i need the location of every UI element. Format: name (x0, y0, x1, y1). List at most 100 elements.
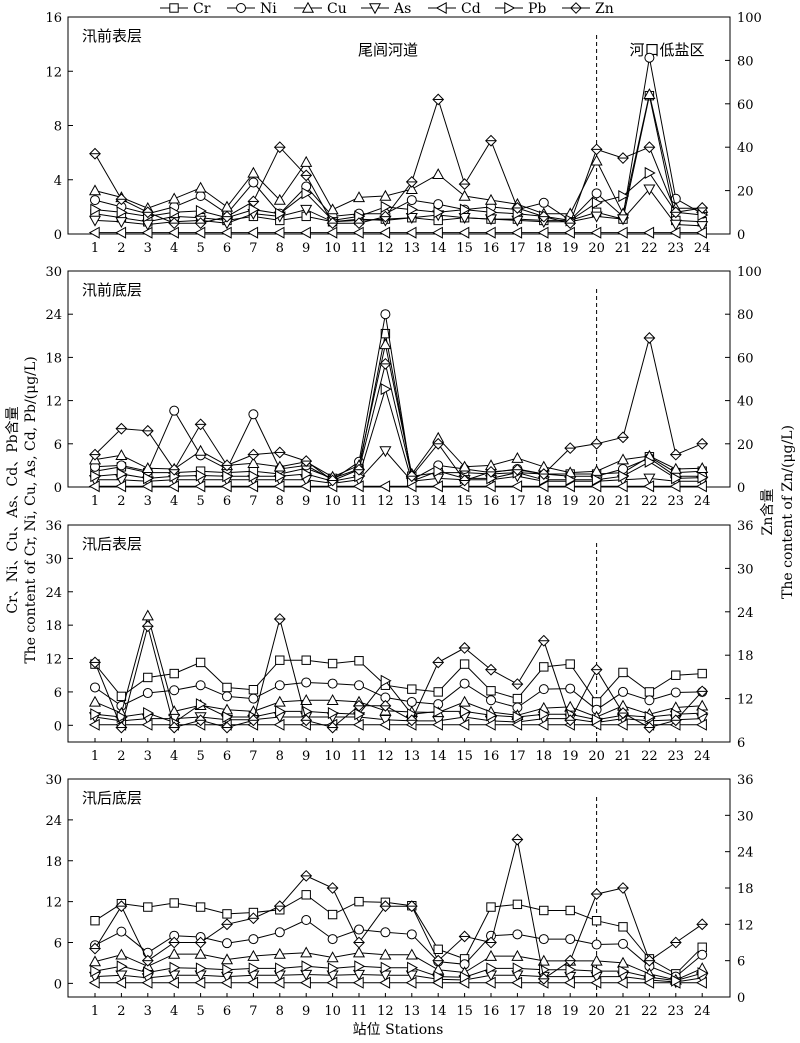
point-zn (115, 193, 128, 206)
x-tick-label: 23 (668, 241, 685, 256)
point-zn (405, 900, 418, 913)
right-tick-label: 80 (737, 54, 754, 69)
point-cu (168, 192, 181, 204)
point-cd (194, 480, 206, 493)
x-tick-label: 24 (694, 241, 711, 256)
point-zn (432, 954, 445, 967)
point-zn (247, 448, 260, 461)
point-cd (405, 976, 417, 989)
point-ni (591, 188, 602, 199)
point-zn (485, 134, 497, 147)
point-zn (221, 459, 233, 472)
point-cu (273, 695, 286, 707)
x-tick-label: 4 (170, 749, 178, 764)
point-cd (299, 480, 311, 493)
point-cd (299, 226, 311, 239)
point-pb (275, 962, 287, 975)
point-ni (538, 197, 549, 208)
point-as (405, 213, 418, 224)
point-zn (273, 900, 286, 913)
point-cd (563, 480, 575, 493)
legend-marker-cu (301, 1, 315, 13)
x-tick-label: 19 (562, 1004, 579, 1019)
point-cd (590, 226, 602, 239)
point-zn (537, 210, 550, 223)
point-zn (537, 468, 550, 480)
left-tick-label: 30 (45, 265, 62, 280)
x-tick-label: 2 (117, 241, 125, 256)
point-zn (643, 721, 656, 734)
point-cd (326, 976, 338, 989)
point-pb (539, 708, 551, 721)
point-zn (194, 714, 207, 727)
point-zn (115, 422, 128, 435)
point-cu (141, 462, 154, 473)
point-cu (643, 88, 656, 100)
point-ni (406, 195, 417, 206)
legend-label-cr: Cr (193, 1, 211, 17)
x-tick-label: 19 (562, 749, 579, 764)
point-zn (511, 833, 524, 846)
x-tick-label: 23 (668, 1004, 685, 1019)
x-tick-label: 10 (324, 241, 341, 256)
right-tick-label: 80 (737, 308, 754, 323)
x-tick-label: 21 (615, 1004, 632, 1019)
point-cd (616, 718, 628, 731)
right-tick-label: 36 (737, 773, 754, 788)
point-cd (273, 976, 285, 989)
point-cr (301, 655, 311, 665)
x-tick-label: 6 (223, 1004, 231, 1019)
point-cu (273, 460, 286, 472)
panel-frame (67, 270, 731, 488)
legend-label-zn: Zn (595, 1, 614, 17)
point-cu (511, 949, 524, 961)
left-tick-label: 18 (45, 855, 62, 870)
point-cr (327, 658, 338, 669)
point-zn (89, 147, 101, 160)
legend: Cr Ni Cu As Cd Pb Zn (160, 1, 614, 17)
series-line-cr (94, 659, 703, 703)
point-zn (590, 143, 603, 156)
point-cr (248, 684, 259, 695)
point-as (141, 219, 154, 231)
x-tick-label: 22 (641, 241, 658, 256)
x-tick-label: 13 (404, 494, 421, 509)
legend-item-ni: Ni (227, 1, 277, 17)
point-pb (248, 203, 260, 216)
point-ni (301, 915, 312, 926)
series-line-pb (94, 172, 703, 221)
point-cd (247, 480, 259, 493)
point-zn (669, 714, 682, 727)
point-ni (406, 696, 417, 707)
point-cr (486, 686, 496, 696)
panel-title: 汛前底层 (82, 281, 142, 299)
series-cu (88, 609, 709, 722)
point-zn (194, 217, 207, 230)
point-zn (379, 210, 392, 223)
legend-item-cu: Cu (294, 1, 347, 17)
point-cd (537, 480, 549, 493)
x-tick-label: 8 (276, 241, 284, 256)
point-cd (458, 718, 470, 731)
point-pb (354, 708, 366, 721)
point-zn (432, 656, 445, 669)
point-zn (564, 217, 577, 230)
x-tick-label: 6 (223, 494, 231, 509)
point-cd (352, 718, 364, 731)
point-zn (141, 206, 154, 219)
x-tick-label: 21 (615, 494, 632, 509)
series-pb (90, 960, 709, 987)
x-tick-label: 18 (536, 749, 553, 764)
x-tick-label: 5 (196, 241, 204, 256)
point-as (696, 221, 709, 233)
point-zn (564, 954, 577, 967)
point-pb (90, 470, 102, 483)
point-cd (88, 480, 100, 493)
x-tick-label: 12 (377, 241, 394, 256)
x-tick-label: 13 (404, 241, 421, 256)
point-ni (538, 684, 549, 695)
point-cu (88, 695, 102, 707)
point-zn (485, 936, 497, 949)
series-cr (90, 90, 707, 227)
region-label-left: 尾闾河道 (358, 41, 418, 59)
